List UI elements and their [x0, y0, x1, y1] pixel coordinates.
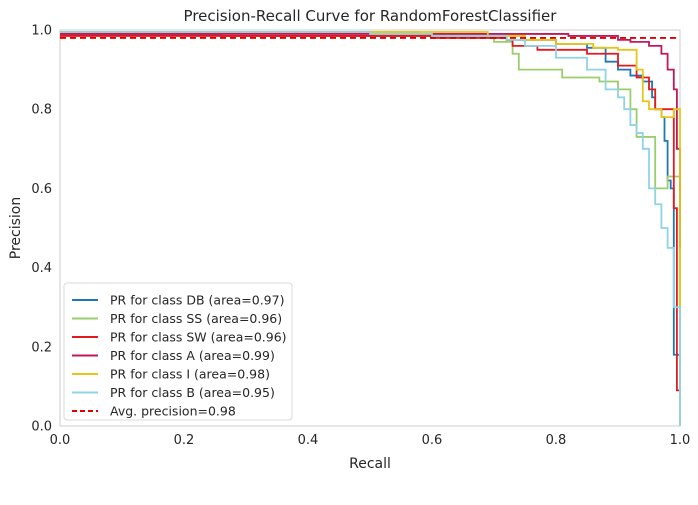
y-tick-label: 1.0	[31, 24, 52, 39]
pr-curve-series-5	[60, 31, 681, 426]
series-layer	[60, 31, 681, 426]
x-axis-label: Recall	[349, 456, 391, 472]
pr-curve-series-3	[60, 33, 681, 248]
x-tick-label: 0.6	[422, 433, 443, 448]
x-tick-label: 0.2	[174, 433, 195, 448]
y-tick-label: 0.0	[31, 420, 52, 435]
y-tick-label: 0.8	[31, 103, 52, 118]
legend-label: PR for class I (area=0.98)	[110, 367, 270, 382]
y-tick-label: 0.2	[31, 340, 52, 355]
legend-box	[63, 282, 293, 421]
y-tick-label: 0.6	[31, 182, 52, 197]
x-tick-label: 0.8	[546, 433, 567, 448]
y-axis-ticks: 0.0 0.2 0.4 0.6 0.8 1.0	[31, 24, 52, 435]
chart-title: Precision-Recall Curve for RandomForestC…	[184, 7, 558, 25]
pr-curve-series-4	[60, 31, 681, 426]
legend-label: PR for class A (area=0.99)	[110, 348, 275, 363]
legend-label: PR for class DB (area=0.97)	[110, 293, 284, 308]
legend: PR for class DB (area=0.97) PR for class …	[63, 282, 293, 421]
x-tick-label: 1.0	[670, 433, 691, 448]
pr-curve-series-1	[60, 31, 681, 415]
x-axis-ticks: 0.0 0.2 0.4 0.6 0.8 1.0	[50, 433, 691, 448]
x-tick-label: 0.0	[50, 433, 71, 448]
legend-label: Avg. precision=0.98	[110, 404, 236, 419]
legend-label: PR for class SW (area=0.96)	[110, 330, 287, 345]
legend-label: PR for class B (area=0.95)	[110, 385, 275, 400]
legend-label: PR for class SS (area=0.96)	[110, 311, 282, 326]
x-tick-label: 0.4	[298, 433, 319, 448]
y-axis-label: Precision	[8, 197, 24, 259]
y-tick-label: 0.4	[31, 261, 52, 276]
